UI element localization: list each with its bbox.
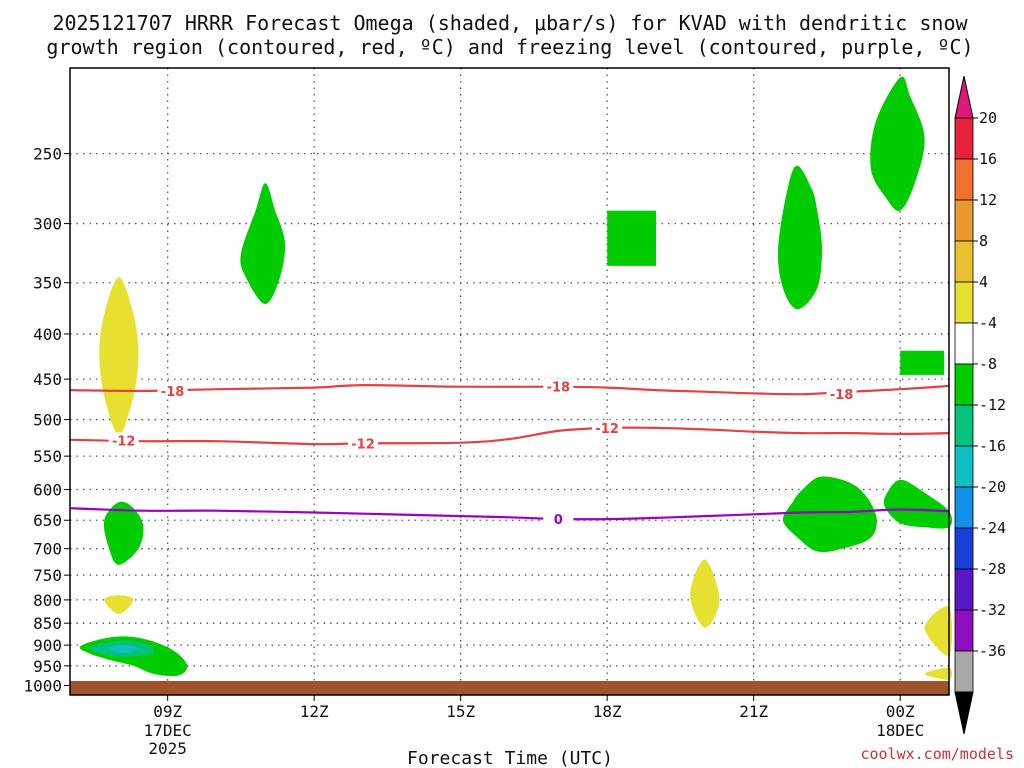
y-tick-label: 250 (33, 145, 62, 164)
y-tick-label: 700 (33, 540, 62, 559)
omega-region-green-00z-right (883, 479, 953, 529)
colorbar-label: -28 (979, 560, 1006, 578)
colorbar-segment (954, 158, 974, 201)
contour-label: -18 (547, 381, 571, 396)
contour-label-background (348, 435, 378, 451)
x-tick-label: 21Z (739, 702, 768, 721)
y-tick-label: 950 (33, 657, 62, 676)
colorbar-segment (954, 281, 974, 324)
omega-region-yellow-right-edge (924, 606, 953, 656)
pressure-axis: 250 300 350 400 450 500 550 600 650 700 750 800 850 9… (23, 145, 70, 696)
colorbar-segment (954, 445, 974, 488)
x-tick-sublabel: 2025 (148, 739, 187, 758)
colorbar-label: -36 (979, 642, 1006, 660)
plot-background (70, 68, 949, 695)
contour-label-background (108, 432, 139, 448)
x-tick-label: 00Z (886, 702, 915, 721)
colorbar-label: -32 (979, 601, 1006, 619)
contour-freezing-level-0 (69, 507, 950, 521)
colorbar-label: 20 (979, 109, 997, 127)
colorbar-segment (954, 650, 974, 693)
colorbar-bottom-arrow (954, 691, 974, 735)
y-tick-label: 350 (33, 274, 62, 293)
chart-title-line-1: 2025121707 HRRR Forecast Omega (shaded, … (52, 11, 968, 35)
colorbar-segment (954, 117, 974, 160)
contour-label-background (543, 378, 574, 394)
credit-text: coolwx.com/models (860, 745, 1014, 763)
omega-shaded-regions (79, 76, 953, 680)
omega-region-yellow-800 (104, 595, 134, 614)
colorbar-segment (954, 527, 974, 570)
y-tick-label: 550 (33, 447, 62, 466)
contour-label-background (157, 382, 188, 398)
plot-frame (69, 67, 950, 696)
contour-label: -12 (351, 437, 375, 452)
contour-label: -12 (112, 434, 136, 449)
colorbar-label: -20 (979, 478, 1006, 496)
colorbar-label: 16 (979, 150, 997, 168)
colorbar-label: 8 (979, 232, 988, 250)
contour-label-background (826, 386, 857, 402)
omega-region-green-21z-lower (782, 476, 877, 553)
x-tick-label: 18Z (593, 702, 622, 721)
y-tick-label: 900 (33, 636, 62, 655)
omega-region-green-650-left (103, 501, 144, 565)
omega-region-green-square-310 (607, 210, 656, 266)
colorbar-label: 4 (979, 273, 988, 291)
colorbar-segment (954, 240, 974, 283)
omega-region-yellow-790 (690, 559, 720, 628)
colorbar-top-arrow (954, 75, 974, 119)
contour-dgz-minus-12 (69, 426, 950, 446)
colorbar-segment (954, 486, 974, 529)
omega-region-green-21z-upper (777, 165, 822, 310)
x-tick-sublabel: 17DEC (144, 721, 192, 740)
y-tick-label: 800 (33, 591, 62, 610)
colorbar-segment (954, 199, 974, 242)
colorbar-label: -12 (979, 396, 1006, 414)
colorbar-label: -8 (979, 355, 997, 373)
contour-label: -18 (830, 388, 854, 403)
colorbar-segment (954, 363, 974, 406)
contour-label-background (543, 511, 574, 527)
y-tick-label: 450 (33, 370, 62, 389)
y-tick-label: 500 (33, 411, 62, 430)
colorbar-segment (954, 609, 974, 652)
colorbar-label: 12 (979, 191, 997, 209)
colorbar-segment (954, 404, 974, 447)
y-tick-label: 300 (33, 215, 62, 234)
x-tick-label: 09Z (153, 702, 182, 721)
chart-title-line-2: growth region (contoured, red, ºC) and f… (46, 35, 973, 59)
contour-label: -12 (595, 422, 619, 437)
colorbar-label: -16 (979, 437, 1006, 455)
y-tick-label: 400 (33, 325, 62, 344)
x-tick-label: 12Z (300, 702, 329, 721)
temperature-contours: -18 -18 -18 -12 -12 -12 0 (69, 378, 950, 528)
y-tick-label: 1000 (23, 677, 62, 696)
y-tick-label: 600 (33, 481, 62, 500)
colorbar-segment (954, 568, 974, 611)
y-tick-label: 850 (33, 614, 62, 633)
y-tick-label: 650 (33, 511, 62, 530)
x-tick-sublabel: 18DEC (876, 721, 924, 740)
omega-region-green-300 (240, 183, 286, 304)
x-tick-label: 15Z (446, 702, 475, 721)
contour-label-background (592, 419, 623, 435)
omega-region-cyan-900 (109, 645, 138, 653)
omega-region-green-450 (900, 350, 945, 375)
contour-label: -18 (161, 385, 185, 400)
omega-region-green-250 (870, 76, 925, 211)
colorbar-segment (954, 322, 974, 365)
x-axis-label: Forecast Time (UTC) (407, 748, 613, 768)
omega-region-yellow-400 (99, 277, 139, 435)
colorbar-label: -4 (979, 314, 997, 332)
colorbar: 20 16 12 8 4 -4 -8 -12 -16 -20 -24 -28 -32 -36 (954, 75, 1006, 735)
omega-region-yellow-right-edge-lower (924, 667, 953, 680)
contour-label: 0 (554, 513, 563, 528)
colorbar-label: -24 (979, 519, 1006, 537)
terrain-ground (70, 681, 949, 695)
y-tick-label: 750 (33, 566, 62, 585)
